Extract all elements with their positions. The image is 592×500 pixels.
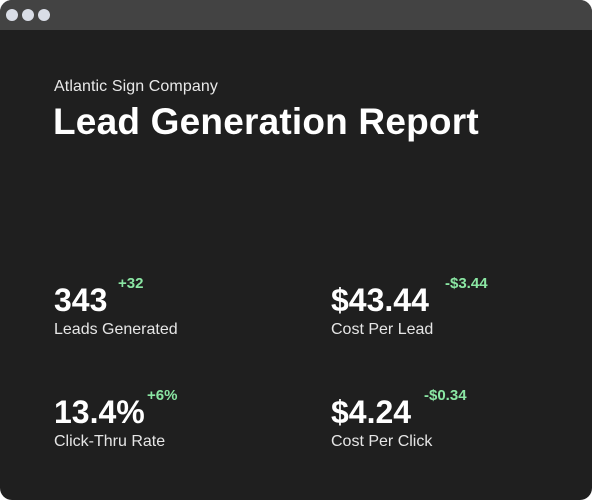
window-control-dot-1[interactable] [6,9,18,21]
metric-delta: +32 [118,275,144,292]
metric-label: Leads Generated [54,321,178,338]
window-control-dot-3[interactable] [38,9,50,21]
metric-value: 343 [54,282,108,318]
metric-value: $4.24 [331,394,412,430]
metric-delta: -$0.34 [424,387,467,404]
metric-value: 13.4% [54,394,145,430]
metric-label: Cost Per Click [331,433,433,450]
report-title: Lead Generation Report [53,101,479,142]
window-titlebar [0,0,592,30]
metric-label: Cost Per Lead [331,321,434,338]
metric-delta: +6% [147,387,178,404]
metric-delta: -$3.44 [445,275,488,292]
metric-value: $43.44 [331,282,429,318]
window-control-dot-2[interactable] [22,9,34,21]
metric-label: Click-Thru Rate [54,433,166,450]
company-name: Atlantic Sign Company [54,78,218,95]
